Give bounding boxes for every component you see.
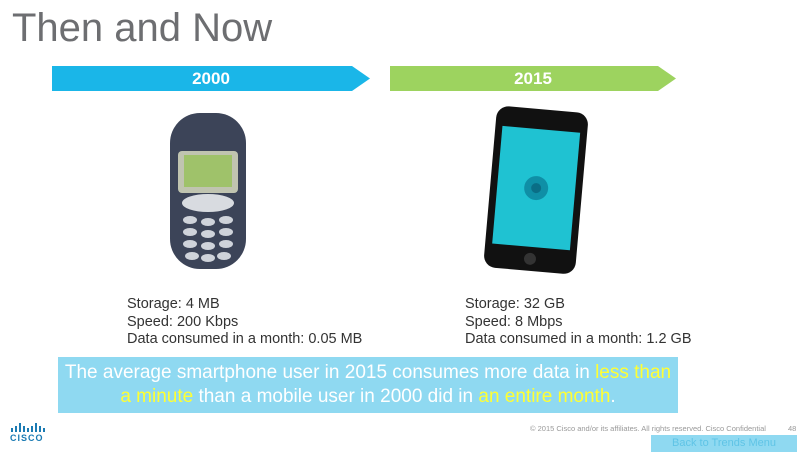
callout-text: The average smartphone user in 2015 cons… <box>64 362 596 383</box>
phone-images <box>170 106 588 274</box>
smartphone <box>484 106 588 274</box>
callout-text: than a mobile user in 2000 did in <box>193 386 479 407</box>
specs: Storage: 32 GB Speed: 8 Mbps Data consum… <box>465 296 692 349</box>
logo-bars <box>11 423 45 432</box>
year-banner: 2000 <box>52 66 370 91</box>
specs: Storage: 4 MB Speed: 200 Kbps Data consu… <box>127 296 362 349</box>
logo: CISCO <box>10 423 46 443</box>
logo-text: CISCO <box>10 433 44 443</box>
back-button[interactable]: Back to Trends Menu <box>651 435 797 452</box>
slide-title: Then and Now <box>12 6 273 50</box>
spec-line: Storage: 4 MB <box>127 296 220 312</box>
copyright: © 2015 Cisco and/or its affiliates. All … <box>530 424 766 433</box>
year-banner: 2015 <box>390 66 676 91</box>
callout-text: . <box>610 386 616 407</box>
spec-line: Speed: 8 Mbps <box>465 313 563 330</box>
spec-line: Data consumed in a month: 1.2 GB <box>465 331 692 347</box>
highlight-text: an entire month <box>478 386 611 407</box>
spec-line: Storage: 32 GB <box>465 296 565 312</box>
callout: The average smartphone user in 2015 cons… <box>58 357 678 413</box>
feature-phone <box>170 113 246 269</box>
spec-line: Speed: 200 Kbps <box>127 313 239 330</box>
page-number: 48 <box>788 424 797 433</box>
spec-line: Data consumed in a month: 0.05 MB <box>127 331 363 347</box>
highlight-text: less than a minute <box>120 362 672 407</box>
